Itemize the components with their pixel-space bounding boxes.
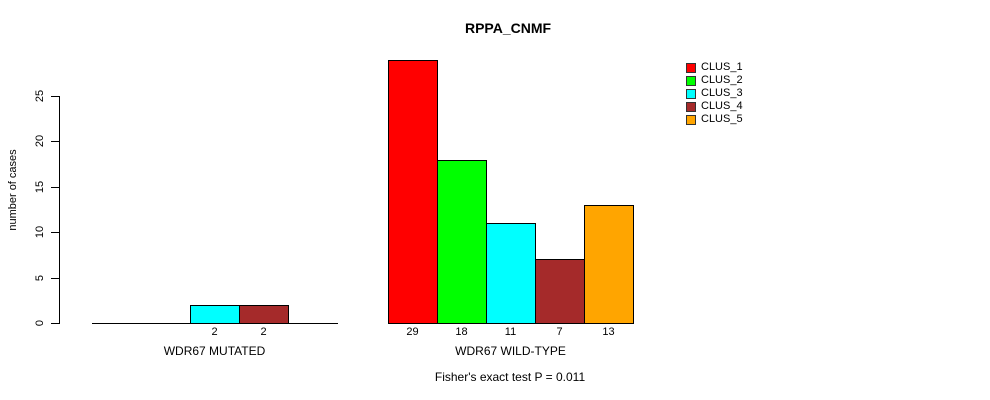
legend-item: CLUS_1 (686, 61, 743, 74)
bar-value-label: 2 (211, 326, 218, 338)
y-tick-label: 10 (34, 225, 46, 239)
bar (535, 259, 585, 324)
chart-title: RPPA_CNMF (464, 20, 552, 36)
bar-value-label: 2 (260, 326, 267, 338)
fisher-test-caption: Fisher's exact test P = 0.011 (434, 370, 586, 384)
bar (190, 305, 240, 324)
bar-value-label: 13 (602, 326, 615, 338)
y-tick-label: 15 (34, 180, 46, 194)
y-axis-label: number of cases (7, 149, 19, 231)
legend-color-swatch (686, 101, 696, 112)
y-tick-label: 20 (34, 134, 46, 148)
y-tick-label: 5 (34, 274, 46, 282)
y-tick-label: 25 (34, 89, 46, 103)
legend-color-swatch (686, 114, 696, 125)
bar-value-label: 7 (556, 326, 563, 338)
legend-item-label: CLUS_4 (701, 100, 743, 112)
bar (584, 205, 634, 324)
legend-item-label: CLUS_1 (701, 61, 743, 73)
y-tick-mark (51, 323, 59, 324)
bar (437, 160, 487, 324)
bar-value-label: 11 (504, 326, 517, 338)
bar (486, 223, 536, 324)
legend-color-swatch (686, 62, 696, 73)
legend-item: CLUS_4 (686, 100, 743, 113)
legend-item-label: CLUS_5 (701, 113, 743, 125)
bar (388, 60, 438, 324)
bar-value-label: 29 (406, 326, 419, 338)
legend: CLUS_1 CLUS_2 CLUS_3 CLUS_4 CLUS_5 (686, 61, 743, 126)
y-tick-mark (51, 187, 59, 188)
bar-value-label: 18 (455, 326, 468, 338)
legend-item-label: CLUS_2 (701, 74, 743, 86)
group-label: WDR67 WILD-TYPE (455, 344, 566, 358)
y-tick-mark (51, 232, 59, 233)
group-label: WDR67 MUTATED (163, 344, 266, 358)
legend-item: CLUS_5 (686, 113, 743, 126)
y-tick-mark (51, 141, 59, 142)
y-tick-mark (51, 96, 59, 97)
legend-color-swatch (686, 88, 696, 99)
bar (239, 305, 289, 324)
legend-item: CLUS_2 (686, 74, 743, 87)
y-tick-mark (51, 278, 59, 279)
legend-item: CLUS_3 (686, 87, 743, 100)
y-tick-label: 0 (34, 319, 46, 327)
y-axis-line (59, 96, 60, 324)
legend-item-label: CLUS_3 (701, 87, 743, 99)
legend-color-swatch (686, 75, 696, 86)
